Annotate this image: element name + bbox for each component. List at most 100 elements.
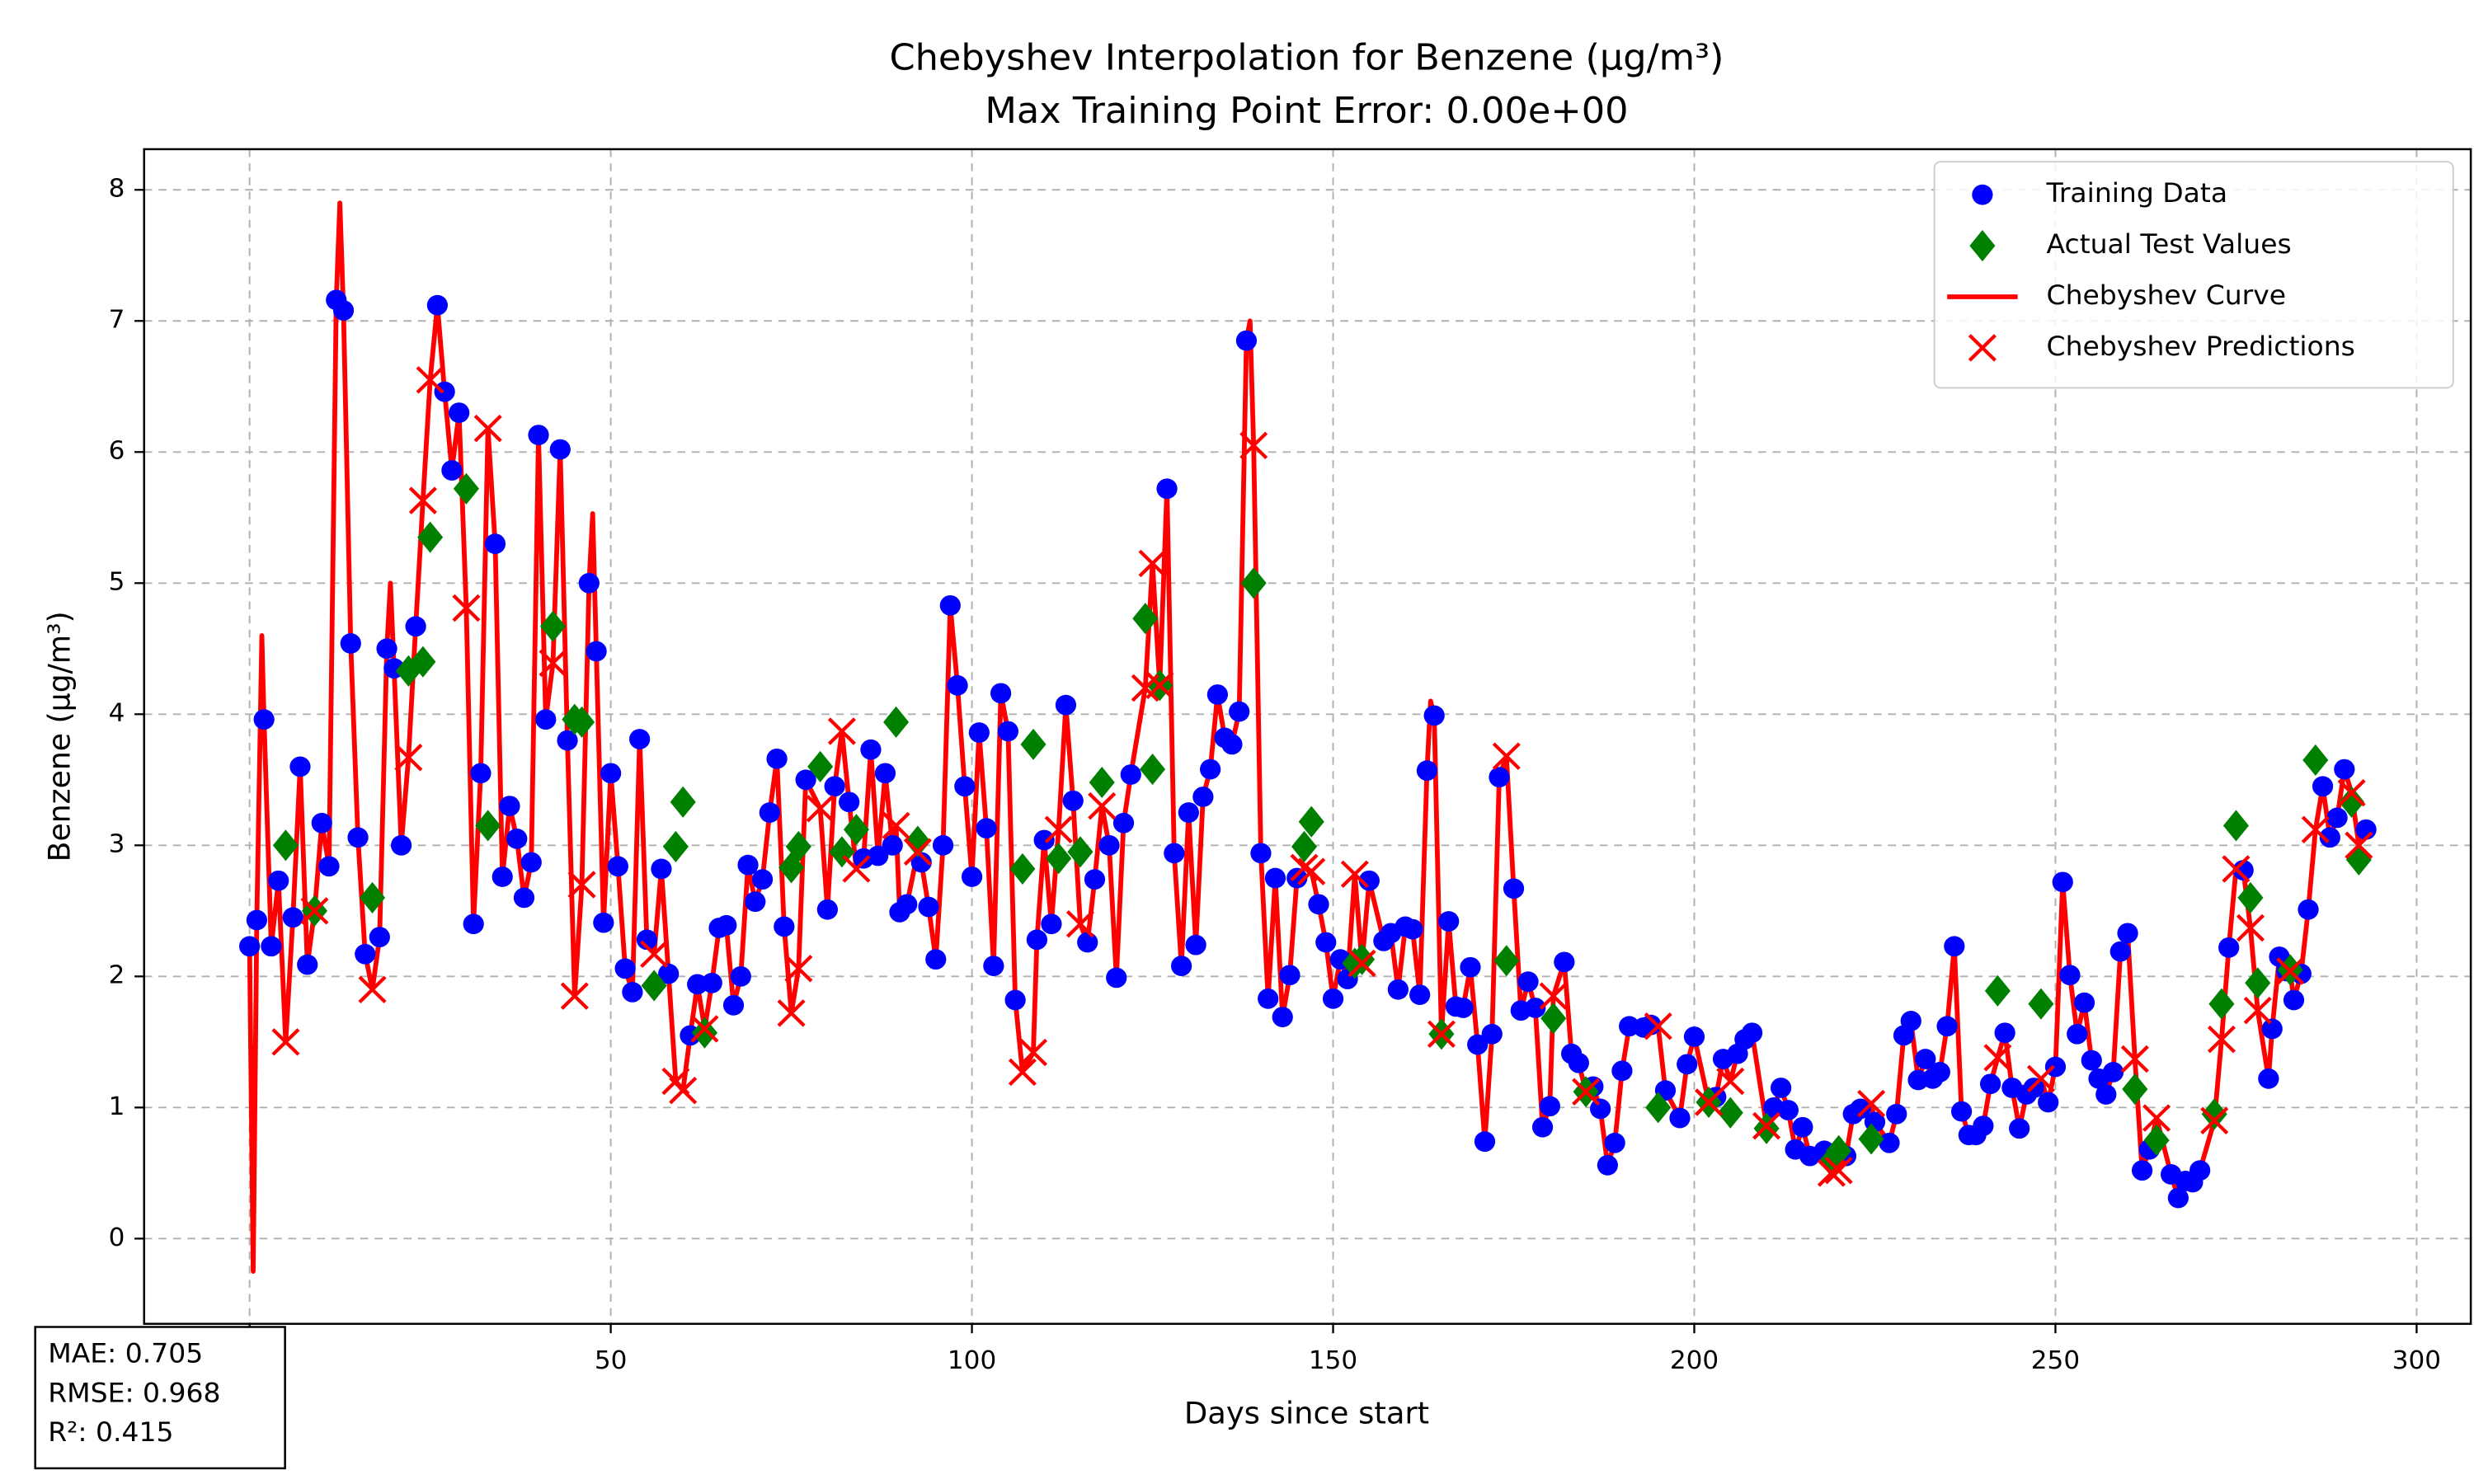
training-point (1503, 878, 1525, 899)
training-point (1221, 734, 1243, 755)
prediction-point (1572, 1078, 1601, 1106)
training-point (2059, 965, 2081, 986)
training-point (340, 633, 361, 654)
training-point (282, 907, 303, 928)
training-point (1264, 867, 1286, 889)
prediction-point (1065, 910, 1095, 938)
training-point (1178, 802, 1199, 823)
prediction-point (2200, 1106, 2229, 1134)
training-point (1460, 956, 1481, 978)
prediction-point (784, 955, 813, 983)
legend-box (1933, 161, 2454, 389)
legend-label: Chebyshev Predictions (2047, 331, 2355, 362)
legend-marker (1972, 184, 1993, 205)
training-point (1156, 478, 1178, 500)
training-point (968, 722, 990, 743)
x-tick-label: 200 (1670, 1345, 1719, 1375)
training-point (1438, 911, 1460, 932)
training-point (701, 972, 722, 993)
prediction-point (2120, 1045, 2149, 1073)
training-point (1106, 967, 1127, 989)
training-point (578, 572, 600, 594)
training-point (1568, 1052, 1589, 1073)
training-point (239, 936, 261, 957)
training-point (1206, 684, 1229, 705)
prediction-point (806, 795, 835, 823)
training-point (918, 896, 939, 918)
prediction-point (358, 975, 387, 1003)
training-point (390, 834, 412, 856)
training-point (622, 982, 643, 1003)
training-point (1517, 971, 1539, 993)
prediction-point (669, 1076, 698, 1105)
training-point (1423, 705, 1445, 726)
training-point (1611, 1060, 1633, 1082)
prediction-point (1239, 431, 1268, 460)
training-point (1850, 1098, 1871, 1120)
plot-frame (143, 148, 2472, 1325)
training-point (1886, 1103, 1907, 1125)
prediction-point (452, 594, 481, 622)
training-point (253, 709, 275, 730)
prediction-point (473, 414, 502, 443)
training-point (1308, 894, 1329, 915)
test-point (410, 646, 436, 678)
training-point (1098, 834, 1120, 856)
training-point (2218, 937, 2240, 958)
training-point (1112, 812, 1135, 834)
training-point (1531, 1116, 1554, 1138)
training-point (1062, 790, 1084, 811)
training-point (2117, 923, 2138, 944)
training-point (1229, 701, 1250, 722)
prediction-point (1427, 1020, 1456, 1049)
prediction-point (567, 871, 596, 899)
legend-marker (1968, 334, 1997, 362)
training-point (2102, 1062, 2124, 1082)
training-point (2326, 807, 2348, 829)
training-point (2312, 776, 2334, 797)
prediction-point (1983, 1044, 2012, 1072)
plot-area (239, 200, 2377, 1274)
training-point (1604, 1132, 1625, 1153)
training-point (2073, 992, 2095, 1013)
prediction-point (1716, 1067, 1745, 1096)
training-point (947, 674, 968, 696)
training-point (246, 909, 268, 931)
training-point (2283, 989, 2305, 1011)
training-point (1084, 869, 1106, 890)
test-point (843, 814, 869, 846)
training-point (1900, 1011, 1921, 1031)
training-point (426, 294, 449, 316)
training-point (1590, 1098, 1611, 1120)
prediction-point (1694, 1088, 1724, 1116)
training-point (1322, 988, 1344, 1009)
prediction-point (640, 940, 669, 969)
test-point (1858, 1123, 1884, 1155)
test-point (2143, 1125, 2170, 1157)
training-point (1994, 1022, 2015, 1044)
test-point (453, 472, 479, 505)
training-point (1554, 951, 1575, 973)
test-point (360, 881, 386, 913)
training-point (1452, 998, 1474, 1018)
training-point (745, 891, 766, 913)
test-point (2237, 881, 2264, 913)
training-point (976, 818, 997, 839)
x-tick-label: 150 (1309, 1345, 1357, 1375)
training-point (1683, 1026, 1705, 1047)
training-point (332, 300, 355, 321)
training-point (289, 756, 311, 777)
training-point (759, 802, 780, 823)
training-point (716, 914, 737, 936)
training-point (824, 776, 845, 797)
x-tick-label: 300 (2392, 1345, 2441, 1375)
training-point (1235, 330, 1258, 351)
stats-text: RMSE: 0.968 (48, 1378, 220, 1409)
training-point (2298, 899, 2319, 920)
training-point (910, 852, 932, 873)
test-point (1132, 603, 1159, 635)
prediction-point (2236, 913, 2265, 942)
training-point (1525, 998, 1546, 1018)
prediction-point (1297, 857, 1326, 885)
